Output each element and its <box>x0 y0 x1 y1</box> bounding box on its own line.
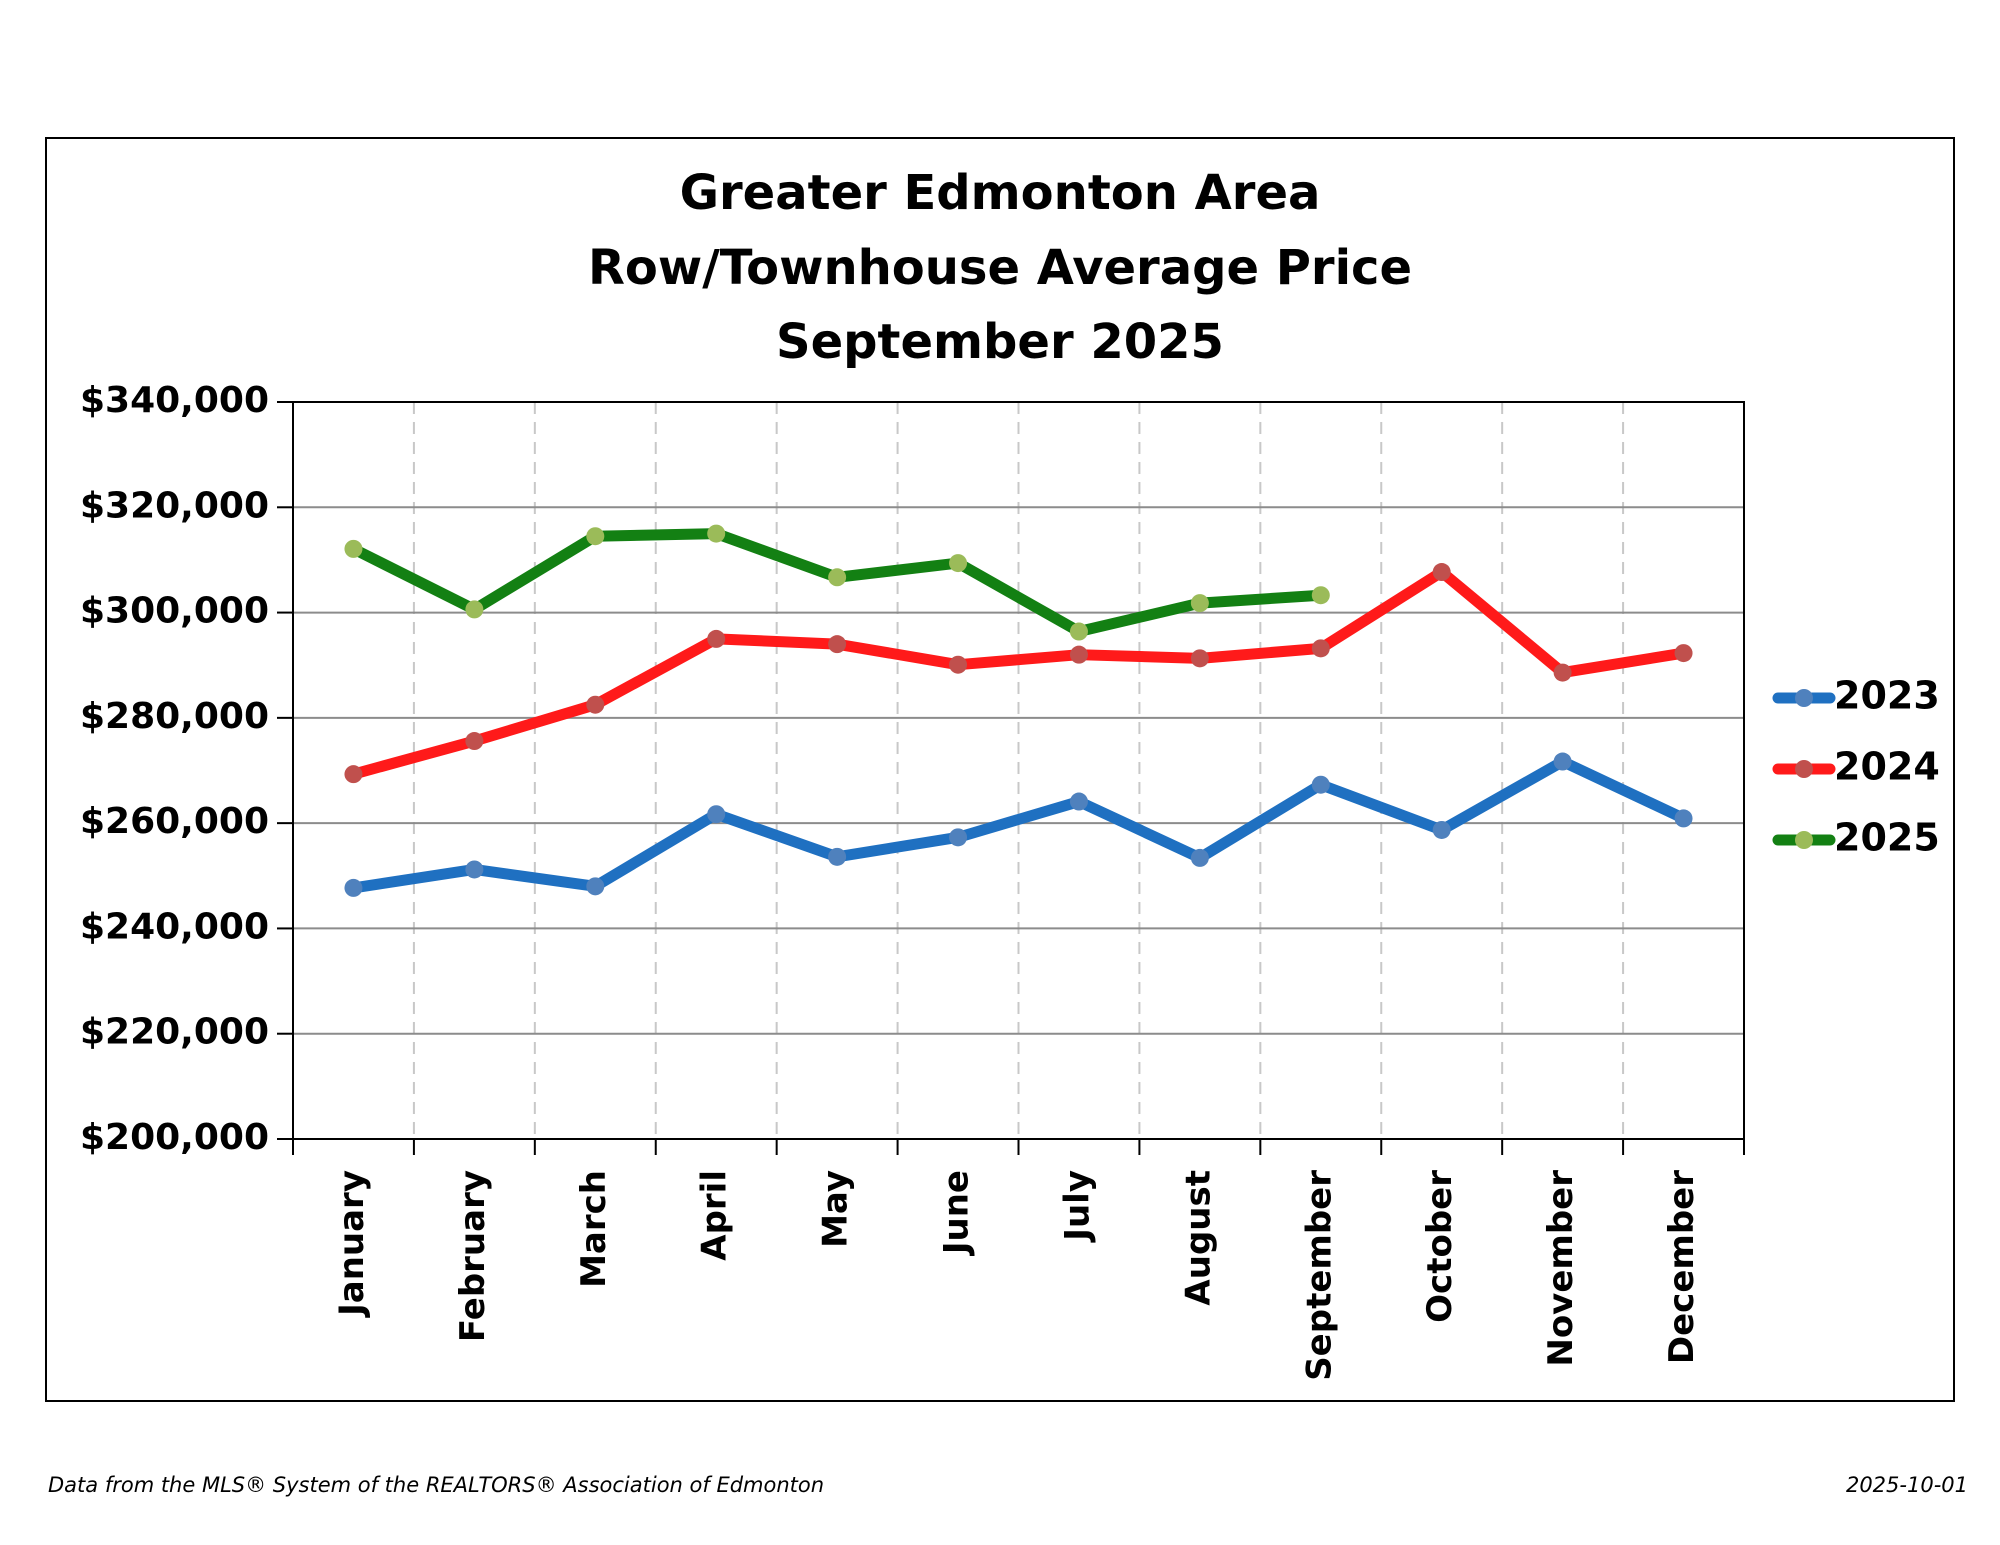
data-point <box>828 635 847 654</box>
y-tick-label: $220,000 <box>80 1012 269 1053</box>
data-point <box>707 629 726 648</box>
data-point <box>1069 645 1088 664</box>
y-tick-label: $200,000 <box>80 1117 269 1158</box>
data-point <box>949 655 968 674</box>
y-tick-label: $260,000 <box>80 801 269 842</box>
legend-label: 2025 <box>1834 816 1940 860</box>
legend-label: 2023 <box>1834 674 1940 718</box>
x-tick-label: April <box>695 1170 735 1261</box>
data-point <box>707 524 726 543</box>
y-tick-label: $300,000 <box>80 591 269 632</box>
data-point <box>1190 594 1209 613</box>
x-tick-label: March <box>574 1170 614 1288</box>
data-point <box>707 805 726 824</box>
data-point <box>1190 848 1209 867</box>
chart-title: Greater Edmonton Area <box>680 165 1321 221</box>
data-point <box>1553 663 1572 682</box>
legend-label: 2024 <box>1834 745 1940 789</box>
x-tick-label: June <box>937 1170 977 1256</box>
data-point <box>344 878 363 897</box>
y-tick-label: $240,000 <box>80 906 269 947</box>
data-point <box>1311 586 1330 605</box>
data-point <box>465 732 484 751</box>
data-point <box>586 877 605 896</box>
y-tick-label: $280,000 <box>80 696 269 737</box>
data-point <box>1311 775 1330 794</box>
data-point <box>344 539 363 558</box>
y-tick-label: $340,000 <box>80 380 269 421</box>
data-point <box>586 527 605 546</box>
data-point <box>1432 820 1451 839</box>
data-point <box>344 765 363 784</box>
x-tick-label: February <box>453 1170 493 1342</box>
data-point <box>949 554 968 573</box>
data-point <box>828 568 847 587</box>
legend-marker <box>1795 831 1813 849</box>
x-tick-label: December <box>1662 1170 1702 1364</box>
x-tick-label: August <box>1178 1170 1218 1306</box>
data-point <box>465 860 484 879</box>
data-point <box>828 847 847 866</box>
legend-marker <box>1795 760 1813 778</box>
x-tick-label: September <box>1299 1170 1339 1381</box>
chart-title: September 2025 <box>776 314 1224 370</box>
data-point <box>1432 563 1451 582</box>
x-tick-label: October <box>1420 1170 1460 1323</box>
data-point <box>1069 792 1088 811</box>
series-line <box>347 566 1690 780</box>
data-point <box>1069 622 1088 641</box>
source-note: Data from the MLS® System of the REALTOR… <box>48 1473 824 1497</box>
data-point <box>586 695 605 714</box>
data-point <box>465 600 484 619</box>
x-tick-label: January <box>332 1170 372 1318</box>
data-point <box>1674 809 1693 828</box>
date-note: 2025-10-01 <box>1846 1473 1968 1497</box>
y-tick-label: $320,000 <box>80 485 269 526</box>
series-line <box>347 756 1690 894</box>
data-point <box>1674 644 1693 663</box>
x-tick-label: July <box>1057 1170 1097 1243</box>
x-tick-label: May <box>816 1170 856 1248</box>
x-tick-label: November <box>1541 1170 1581 1367</box>
legend-marker <box>1795 689 1813 707</box>
chart-title: Row/Townhouse Average Price <box>588 240 1412 296</box>
data-point <box>949 828 968 847</box>
data-point <box>1553 752 1572 771</box>
data-point <box>1311 639 1330 658</box>
data-point <box>1190 649 1209 668</box>
